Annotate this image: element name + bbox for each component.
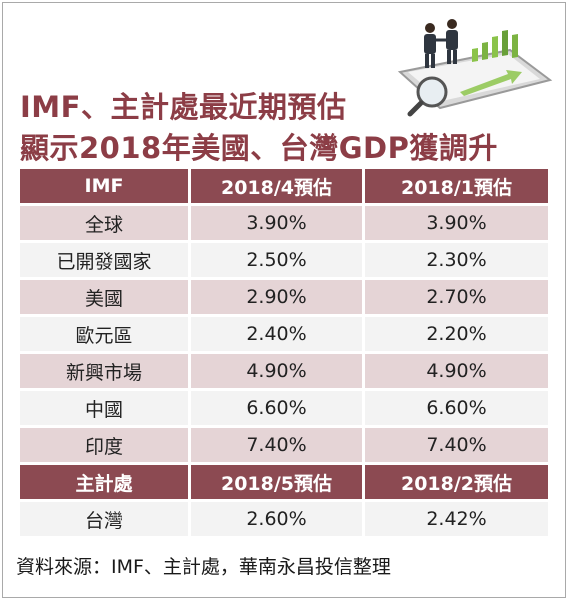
row-region-label: 歐元區 (20, 317, 191, 354)
table-row: 印度 7.40% 7.40% (20, 428, 548, 465)
header-period-label: 2018/2預估 (365, 465, 548, 502)
gdp-forecast-value: 3.90% (365, 206, 548, 243)
chart-title-line-1: IMF、主計處最近期預估 (20, 90, 347, 124)
row-region-label: 新興市場 (20, 354, 191, 391)
gdp-forecast-value: 7.40% (365, 428, 548, 465)
row-region-label: 印度 (20, 428, 191, 465)
gdp-forecast-value: 2.40% (191, 317, 365, 354)
header-period-label: 2018/1預估 (365, 169, 548, 206)
row-region-label: 全球 (20, 206, 191, 243)
gdp-forecast-value: 3.90% (191, 206, 365, 243)
gdp-forecast-value: 2.50% (191, 243, 365, 280)
table-row: 中國 6.60% 6.60% (20, 391, 548, 428)
header-source-label: 主計處 (20, 465, 191, 502)
gdp-forecast-value: 2.90% (191, 280, 365, 317)
gdp-forecast-value: 4.90% (191, 354, 365, 391)
table-header-row: 主計處 2018/5預估 2018/2預估 (20, 465, 548, 502)
row-region-label: 中國 (20, 391, 191, 428)
table-row: 全球 3.90% 3.90% (20, 206, 548, 243)
header-source-label: IMF (20, 169, 191, 206)
gdp-forecast-value: 2.30% (365, 243, 548, 280)
row-region-label: 已開發國家 (20, 243, 191, 280)
gdp-forecast-value: 6.60% (365, 391, 548, 428)
gdp-forecast-value: 2.20% (365, 317, 548, 354)
header-period-label: 2018/4預估 (191, 169, 365, 206)
row-region-label: 美國 (20, 280, 191, 317)
table-row: 已開發國家 2.50% 2.30% (20, 243, 548, 280)
source-note: 資料來源：IMF、主計處，華南永昌投信整理 (16, 556, 391, 578)
table-row: 台灣 2.60% 2.42% (20, 502, 548, 539)
businessmen-growth-chart-magnifier-icon (397, 19, 553, 117)
chart-title-line-2: 顯示2018年美國、台灣GDP獲調升 (20, 131, 498, 165)
table-header-row: IMF 2018/4預估 2018/1預估 (20, 169, 548, 206)
gdp-forecast-value: 2.70% (365, 280, 548, 317)
table-row: 新興市場 4.90% 4.90% (20, 354, 548, 391)
gdp-forecast-value: 2.42% (365, 502, 548, 539)
table-row: 美國 2.90% 2.70% (20, 280, 548, 317)
gdp-forecast-value: 4.90% (365, 354, 548, 391)
gdp-forecast-table: IMF 2018/4預估 2018/1預估 全球 3.90% 3.90% 已開發國家 2.50… (20, 169, 548, 539)
gdp-forecast-value: 2.60% (191, 502, 365, 539)
gdp-forecast-value: 7.40% (191, 428, 365, 465)
row-region-label: 台灣 (20, 502, 191, 539)
table-row: 歐元區 2.40% 2.20% (20, 317, 548, 354)
gdp-forecast-value: 6.60% (191, 391, 365, 428)
header-period-label: 2018/5預估 (191, 465, 365, 502)
